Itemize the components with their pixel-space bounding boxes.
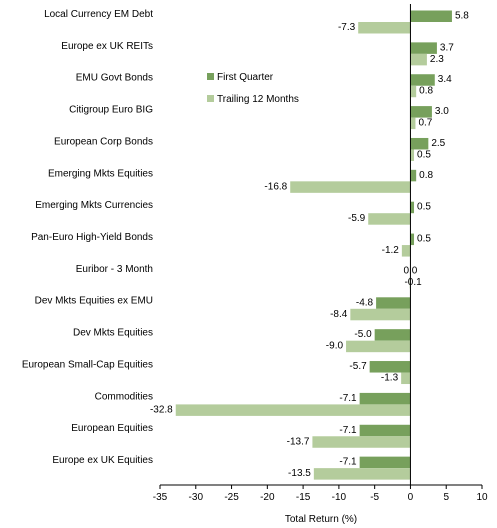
value-label: 3.7 [440, 42, 454, 53]
value-label: -5.7 [349, 361, 367, 372]
value-label: -7.1 [339, 393, 357, 404]
value-label: -13.7 [287, 436, 310, 447]
value-label: -4.8 [356, 297, 374, 308]
value-label: 0.5 [417, 149, 431, 160]
category-label: European Equities [71, 423, 153, 434]
x-tick-label: -30 [189, 492, 204, 503]
category-label: Emerging Mkts Equities [48, 168, 153, 179]
x-tick-label: 10 [476, 492, 488, 503]
value-label: -16.8 [264, 181, 287, 192]
bar-first-quarter [374, 329, 411, 341]
category-label: Dev Mkts Equities [73, 328, 153, 339]
bar-first-quarter [410, 169, 417, 182]
bar-trailing-12-months [313, 468, 411, 480]
category-label: Local Currency EM Debt [44, 9, 153, 20]
value-label: -1.3 [381, 373, 399, 384]
bar-trailing-12-months [175, 404, 411, 416]
bar-first-quarter [410, 42, 437, 54]
value-label: -0.1 [404, 277, 422, 288]
value-label: -7.1 [339, 425, 357, 436]
category-label: Pan-Euro High-Yield Bonds [31, 232, 153, 243]
bar-first-quarter [369, 361, 411, 373]
x-tick-label: 0 [408, 492, 414, 503]
bar-trailing-12-months [346, 340, 411, 353]
category-label: EMU Govt Bonds [76, 73, 153, 84]
value-label: -9.0 [326, 341, 344, 352]
category-label: Commodities [95, 391, 153, 402]
value-label: -13.5 [288, 468, 311, 479]
x-tick-label: -15 [296, 492, 311, 503]
legend: First Quarter Trailing 12 Months [207, 72, 299, 105]
bar-trailing-12-months [290, 181, 411, 193]
bar-trailing-12-months [368, 213, 411, 225]
category-label: European Small-Cap Equities [22, 359, 153, 370]
x-axis: -35 -30 -25 -20 -15 -10 -5 0 5 10 [153, 4, 488, 503]
bar-first-quarter [410, 233, 415, 246]
value-label: 3.4 [438, 74, 452, 85]
value-label: -8.4 [330, 309, 348, 320]
value-label: 0.5 [417, 202, 431, 213]
bar-first-quarter [359, 392, 411, 405]
x-tick-label: -5 [370, 492, 379, 503]
bar-trailing-12-months [410, 149, 415, 161]
value-label: 0.5 [417, 234, 431, 245]
bar-trailing-12-months [401, 245, 411, 257]
bar-trailing-12-months [410, 117, 416, 130]
bar-first-quarter [410, 74, 435, 86]
bar-first-quarter [410, 201, 415, 214]
value-label: 0.7 [418, 118, 432, 129]
bar-trailing-12-months [358, 22, 411, 34]
value-label: 2.3 [430, 54, 444, 65]
category-label: European Corp Bonds [54, 136, 153, 147]
category-label: Euribor - 3 Month [76, 264, 153, 275]
category-label: Europe ex UK REITs [61, 41, 153, 52]
bar-first-quarter [359, 456, 411, 469]
category-label: Emerging Mkts Currencies [35, 200, 153, 211]
value-label: 2.5 [431, 138, 445, 149]
x-axis-label: Total Return (%) [285, 514, 357, 525]
bar-first-quarter [359, 424, 411, 437]
x-tick-label: -35 [153, 492, 168, 503]
bars-layer [175, 10, 452, 480]
category-label: Europe ex UK Equities [52, 455, 153, 466]
legend-swatch-first-quarter [207, 73, 214, 80]
value-label: 5.8 [455, 11, 469, 22]
value-label: -5.0 [354, 329, 372, 340]
bar-first-quarter [410, 137, 429, 150]
value-label: 0.8 [419, 86, 433, 97]
category-label: Citigroup Euro BIG [69, 105, 153, 116]
bar-trailing-12-months [312, 436, 411, 448]
value-label: 0.8 [419, 170, 433, 181]
category-label: Dev Mkts Equities ex EMU [35, 296, 153, 307]
value-labels-layer: 5.8-7.33.72.33.40.83.00.72.50.50.8-16.80… [150, 11, 469, 480]
value-label: 3.0 [435, 106, 449, 117]
legend-label: Trailing 12 Months [217, 94, 299, 105]
category-labels-layer: Local Currency EM Debt Europe ex UK REITs… [22, 9, 153, 466]
x-tick-label: -25 [224, 492, 239, 503]
legend-swatch-trailing-12-months [207, 95, 214, 102]
value-label: -7.1 [339, 457, 357, 468]
bar-trailing-12-months [350, 308, 411, 321]
value-label: -7.3 [338, 22, 356, 33]
value-label: -1.2 [382, 245, 400, 256]
bar-trailing-12-months [401, 372, 411, 385]
bar-trailing-12-months [410, 85, 417, 98]
x-tick-label: 5 [443, 492, 449, 503]
x-tick-label: -10 [332, 492, 347, 503]
bar-first-quarter [410, 106, 432, 118]
bar-trailing-12-months [410, 53, 427, 66]
value-label: -5.9 [348, 213, 366, 224]
legend-label: First Quarter [217, 72, 274, 83]
bar-first-quarter [376, 297, 411, 309]
value-label: -32.8 [150, 404, 173, 415]
x-tick-label: -20 [260, 492, 275, 503]
bar-first-quarter [410, 10, 452, 22]
